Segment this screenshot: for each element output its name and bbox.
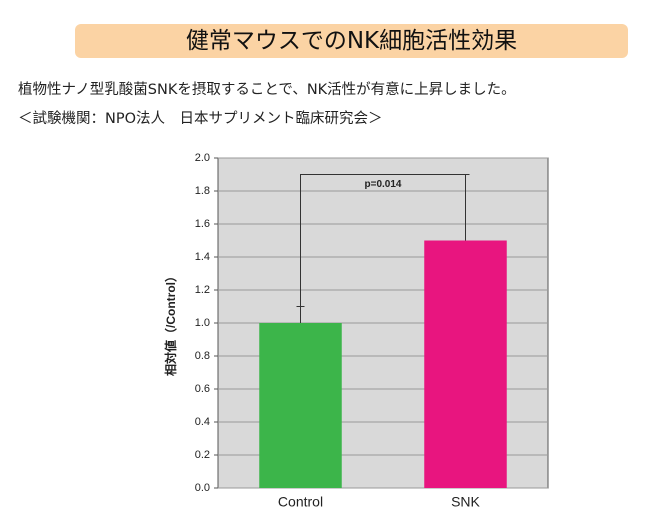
significance-bracket bbox=[300, 174, 466, 307]
y-tick-label: 1.2 bbox=[195, 284, 210, 296]
y-tick-label: 1.6 bbox=[195, 218, 210, 230]
y-tick-label: 2.0 bbox=[195, 152, 210, 164]
y-tick-label: 0.6 bbox=[195, 383, 210, 395]
y-axis-label: 相対値（/Control） bbox=[163, 270, 178, 376]
description: ＜試験機関：NPO法人 日本サプリメント臨床研究会＞ bbox=[18, 111, 383, 127]
y-tick-label: 0.4 bbox=[195, 416, 210, 428]
annotation: p=0.014 bbox=[365, 179, 402, 190]
y-tick-label: 0.2 bbox=[195, 449, 210, 461]
y-tick-label: 1.4 bbox=[195, 251, 210, 263]
x-tick-label: Control bbox=[278, 494, 323, 510]
description: 植物性ナノ型乳酸菌SNKを摂取することで、NK活性が有意に上昇しました。 bbox=[18, 82, 516, 98]
page-title: 健常マウスでのNK細胞活性効果 bbox=[75, 24, 628, 58]
x-tick-label: SNK bbox=[451, 494, 480, 510]
bar bbox=[259, 323, 342, 488]
y-tick-label: 1.0 bbox=[195, 317, 210, 329]
y-tick-label: 1.8 bbox=[195, 185, 210, 197]
y-tick-label: 0.0 bbox=[195, 482, 210, 494]
bar bbox=[424, 240, 507, 488]
y-tick-label: 0.8 bbox=[195, 350, 210, 362]
